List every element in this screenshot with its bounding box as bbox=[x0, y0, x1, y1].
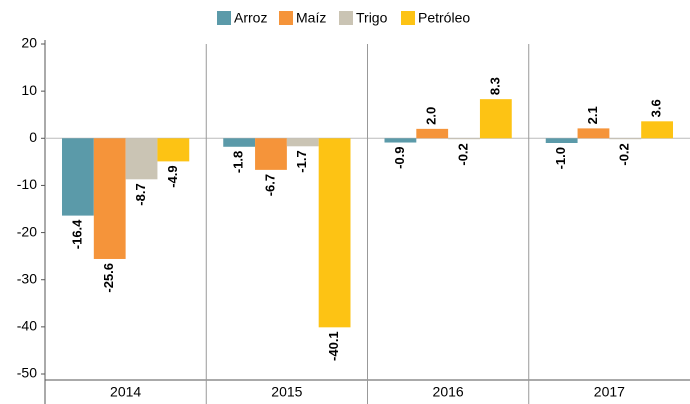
value-label: -6.7 bbox=[262, 174, 277, 196]
value-label: 2.1 bbox=[585, 106, 600, 124]
bar bbox=[157, 138, 190, 162]
y-tick-label: -30 bbox=[17, 270, 37, 286]
y-tick-label: 0 bbox=[29, 129, 37, 145]
bar bbox=[62, 138, 94, 216]
x-tick-label: 2014 bbox=[110, 384, 141, 400]
legend-label: Maíz bbox=[296, 10, 326, 26]
y-tick-label: -40 bbox=[17, 318, 37, 334]
x-tick-label: 2017 bbox=[594, 384, 625, 400]
value-label: -4.9 bbox=[165, 165, 180, 187]
bar bbox=[479, 99, 512, 139]
bar bbox=[125, 138, 158, 180]
bar bbox=[223, 138, 256, 147]
bar bbox=[641, 121, 673, 139]
y-tick-label: -20 bbox=[17, 223, 37, 239]
bar bbox=[448, 138, 480, 140]
value-label: -0.2 bbox=[617, 143, 632, 165]
bar bbox=[286, 138, 319, 147]
legend-label: Arroz bbox=[234, 10, 267, 26]
legend-swatch bbox=[279, 11, 293, 25]
value-label: 8.3 bbox=[487, 77, 502, 95]
legend-label: Petróleo bbox=[418, 10, 470, 26]
value-label: 3.6 bbox=[649, 99, 664, 117]
bar bbox=[384, 138, 417, 143]
value-label: 2.0 bbox=[424, 107, 439, 125]
legend-swatch bbox=[339, 11, 353, 25]
value-label: -8.7 bbox=[133, 183, 148, 205]
legend-swatch bbox=[217, 11, 231, 25]
y-tick-label: -50 bbox=[17, 365, 37, 381]
legend-swatch bbox=[401, 11, 415, 25]
bar bbox=[93, 138, 126, 259]
value-label: -1.0 bbox=[553, 147, 568, 169]
bar bbox=[545, 138, 578, 143]
bar bbox=[577, 128, 610, 139]
legend-label: Trigo bbox=[356, 10, 388, 26]
value-label: -25.6 bbox=[101, 263, 116, 293]
bar bbox=[416, 128, 449, 139]
y-tick-label: 10 bbox=[21, 82, 37, 98]
x-tick-label: 2015 bbox=[271, 384, 302, 400]
value-label: -0.9 bbox=[392, 147, 407, 169]
value-label: -40.1 bbox=[326, 331, 341, 361]
value-label: -16.4 bbox=[69, 219, 84, 249]
value-label: -1.7 bbox=[294, 150, 309, 172]
bar bbox=[318, 138, 351, 328]
value-label: -1.8 bbox=[231, 151, 246, 173]
bar bbox=[255, 138, 287, 170]
y-tick-label: 20 bbox=[21, 35, 37, 51]
value-label: -0.2 bbox=[455, 143, 470, 165]
bar bbox=[609, 138, 642, 140]
y-tick-label: -10 bbox=[17, 176, 37, 192]
x-tick-label: 2016 bbox=[433, 384, 464, 400]
